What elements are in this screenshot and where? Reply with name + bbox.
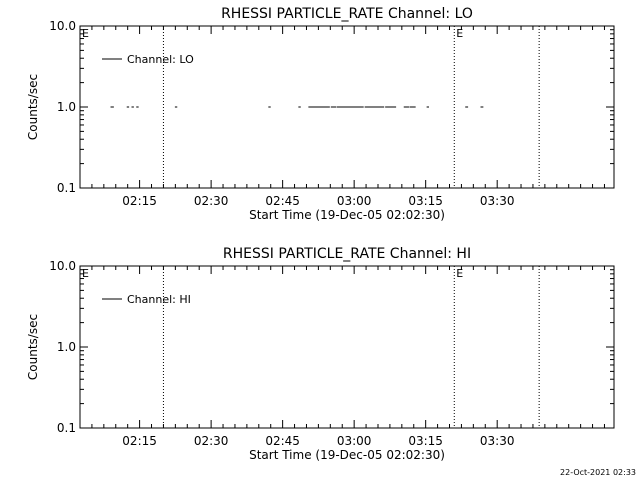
y-tick-label: 0.1 (57, 421, 76, 435)
event-marker-label: E (82, 267, 89, 280)
x-tick-label: 02:45 (265, 194, 300, 208)
x-tick-label: 02:45 (265, 434, 300, 448)
x-tick-label: 03:15 (408, 434, 443, 448)
chart-panel-hi: RHESSI PARTICLE_RATE Channel: HI 10.0 1.0 0… (26, 246, 615, 462)
timestamp-footer: 22-Oct-2021 02:33 (560, 468, 636, 477)
x-axis-label: Start Time (19-Dec-05 02:02:30) (249, 208, 445, 222)
event-marker-label: E (456, 267, 463, 280)
x-tick-label: 02:15 (122, 194, 157, 208)
chart-title: RHESSI PARTICLE_RATE Channel: HI (223, 246, 471, 262)
x-axis-label: Start Time (19-Dec-05 02:02:30) (249, 448, 445, 462)
x-tick-label: 03:00 (337, 434, 372, 448)
y-tick-label: 1.0 (57, 340, 76, 354)
x-tick-label: 03:15 (408, 194, 443, 208)
chart-title: RHESSI PARTICLE_RATE Channel: LO (221, 6, 473, 22)
y-tick-label: 0.1 (57, 181, 76, 195)
legend-label: Channel: LO (127, 53, 194, 66)
event-marker-label: E (456, 27, 463, 40)
x-tick-label: 02:30 (194, 194, 229, 208)
legend-label: Channel: HI (127, 293, 191, 306)
chart-panel-lo: RHESSI PARTICLE_RATE Channel: LO 10.0 1.0 0… (26, 6, 615, 222)
y-axis-label: Counts/sec (26, 74, 40, 140)
event-marker-label: E (82, 27, 89, 40)
y-tick-label: 1.0 (57, 100, 76, 114)
x-tick-label: 03:30 (480, 434, 515, 448)
y-axis-label: Counts/sec (26, 314, 40, 380)
x-tick-label: 03:30 (480, 194, 515, 208)
plot-frame (79, 265, 615, 429)
y-tick-label: 10.0 (49, 19, 76, 33)
y-tick-label: 10.0 (49, 259, 76, 273)
x-tick-label: 02:15 (122, 434, 157, 448)
x-tick-label: 02:30 (194, 434, 229, 448)
x-tick-label: 03:00 (337, 194, 372, 208)
